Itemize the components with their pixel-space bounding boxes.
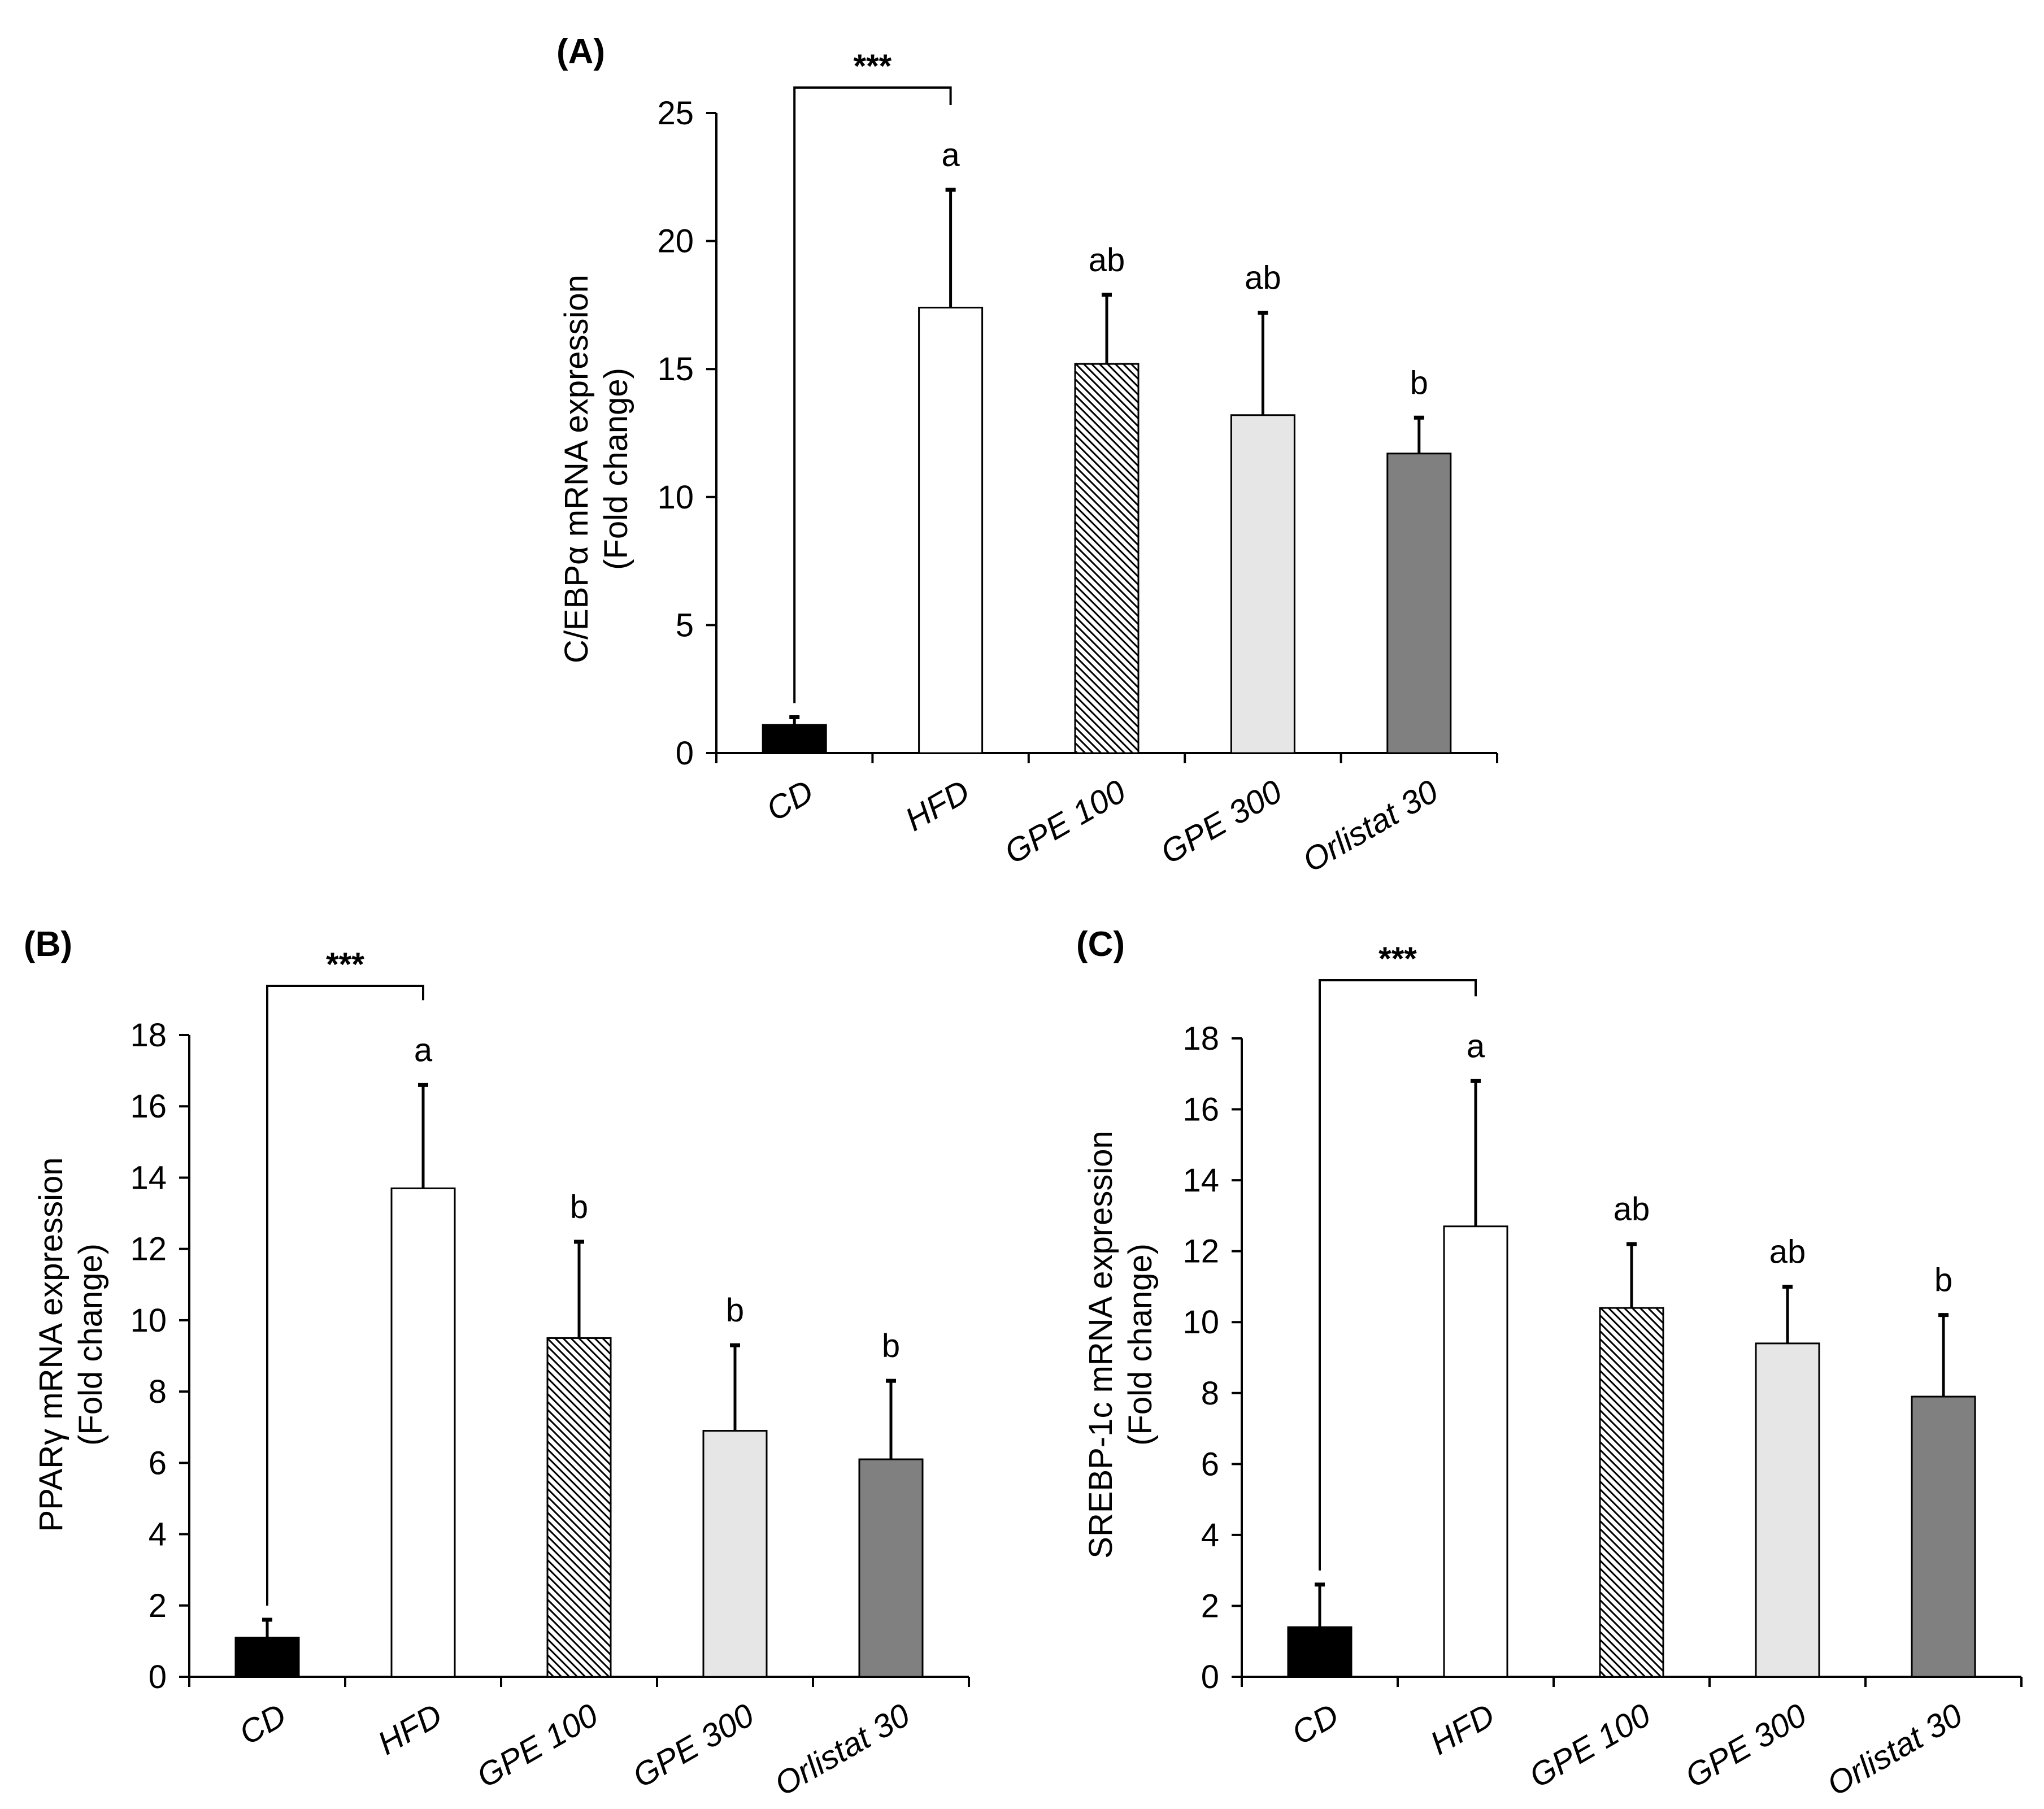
x-category-label: CD [760, 773, 820, 828]
bar-gpe-300 [1230, 414, 1295, 754]
significance-letter: b [726, 1292, 744, 1329]
significance-stars: *** [854, 48, 892, 85]
significance-bracket [793, 86, 952, 703]
bar-cd [1287, 1626, 1352, 1678]
y-tick-label: 10 [130, 1302, 167, 1339]
significance-letter: ab [1769, 1233, 1806, 1270]
x-category-label: Orlistat 30 [768, 1697, 916, 1803]
bar-cd [234, 1637, 300, 1678]
bar-cd [762, 724, 827, 754]
y-tick-label: 8 [149, 1373, 167, 1410]
x-category-label: GPE 100 [998, 773, 1132, 871]
y-tick-label: 10 [1182, 1304, 1219, 1341]
significance-letter: b [1934, 1262, 1952, 1299]
y-tick-label: 0 [149, 1659, 167, 1695]
significance-letter: b [570, 1189, 588, 1225]
panel-a-chart: (A) C/EBPα mRNA expression (Fold change)… [556, 32, 1498, 879]
x-category-label: HFD [1424, 1697, 1501, 1762]
bar-gpe-100 [546, 1337, 612, 1678]
significance-letter: ab [1245, 259, 1281, 296]
panel-b-label: (B) [24, 925, 72, 964]
bar-orlistat-30 [1911, 1395, 1976, 1678]
bar-hfd [1443, 1225, 1508, 1678]
y-tick-label: 14 [1182, 1162, 1219, 1199]
panel-c-ylabel-line-2: (Fold change) [1122, 1243, 1159, 1446]
y-tick-label: 14 [130, 1159, 167, 1196]
panel-c-label: (C) [1076, 925, 1125, 964]
panel-a-label: (A) [556, 32, 605, 71]
y-tick-label: 18 [130, 1017, 167, 1054]
y-tick-label: 12 [1182, 1233, 1219, 1270]
y-tick-label: 16 [130, 1088, 167, 1125]
bar-hfd [390, 1187, 456, 1678]
significance-letter: ab [1614, 1191, 1650, 1228]
panel-b-chart: (B) PPARγ mRNA expression (Fold change) … [24, 925, 970, 1803]
x-category-label: HFD [899, 773, 976, 838]
y-tick-label: 20 [657, 223, 694, 260]
y-tick-label: 4 [1201, 1517, 1219, 1554]
y-tick-label: 4 [149, 1516, 167, 1553]
significance-letter: a [941, 137, 960, 173]
significance-letter: b [1410, 364, 1428, 401]
panel-c-ylabel-line-1: SREBP-1c mRNA expression [1082, 1130, 1119, 1558]
y-tick-label: 0 [676, 735, 694, 772]
significance-letter: b [882, 1328, 900, 1364]
bar-gpe-300 [702, 1430, 768, 1678]
x-category-label: Orlistat 30 [1297, 773, 1444, 879]
y-tick-label: 15 [657, 351, 694, 388]
y-tick-label: 0 [1201, 1659, 1219, 1695]
x-category-label: GPE 300 [1155, 773, 1288, 871]
x-category-label: GPE 300 [627, 1697, 760, 1795]
y-tick-label: 2 [149, 1588, 167, 1624]
bar-gpe-300 [1755, 1342, 1820, 1678]
x-category-label: GPE 100 [1523, 1697, 1656, 1795]
x-category-label: HFD [372, 1697, 449, 1762]
significance-letter: a [1467, 1028, 1485, 1064]
x-category-label: CD [1285, 1697, 1345, 1752]
x-category-label: GPE 300 [1679, 1697, 1812, 1795]
bar-orlistat-30 [858, 1458, 924, 1678]
y-tick-label: 10 [657, 479, 694, 516]
x-category-label: CD [233, 1697, 292, 1752]
y-tick-label: 6 [1201, 1446, 1219, 1482]
x-category-label: Orlistat 30 [1821, 1697, 1968, 1803]
significance-letter: ab [1089, 242, 1125, 279]
y-tick-label: 25 [657, 95, 694, 132]
y-tick-label: 2 [1201, 1588, 1219, 1624]
significance-stars: *** [1378, 941, 1417, 977]
y-tick-label: 12 [130, 1231, 167, 1268]
significance-bracket [1319, 979, 1477, 1571]
bar-orlistat-30 [1386, 453, 1452, 754]
panel-a-ylabel-line-1: C/EBPα mRNA expression [558, 275, 595, 663]
y-tick-label: 16 [1182, 1092, 1219, 1128]
bar-gpe-100 [1074, 363, 1140, 754]
significance-letter: a [414, 1032, 433, 1068]
y-tick-label: 5 [676, 607, 694, 643]
bar-hfd [918, 306, 984, 754]
significance-bracket [266, 985, 424, 1606]
y-tick-label: 6 [149, 1445, 167, 1481]
panel-b-ylabel-line-2: (Fold change) [72, 1243, 109, 1446]
y-tick-label: 18 [1182, 1020, 1219, 1057]
y-tick-label: 8 [1201, 1375, 1219, 1412]
significance-stars: *** [326, 946, 364, 983]
x-category-label: GPE 100 [471, 1697, 604, 1795]
panel-a-ylabel-line-2: (Fold change) [598, 368, 634, 570]
panel-b-ylabel-line-1: PPARγ mRNA expression [33, 1158, 69, 1532]
bar-gpe-100 [1599, 1307, 1664, 1678]
panel-c-chart: (C) SREBP-1c mRNA expression (Fold chang… [1076, 925, 2023, 1803]
